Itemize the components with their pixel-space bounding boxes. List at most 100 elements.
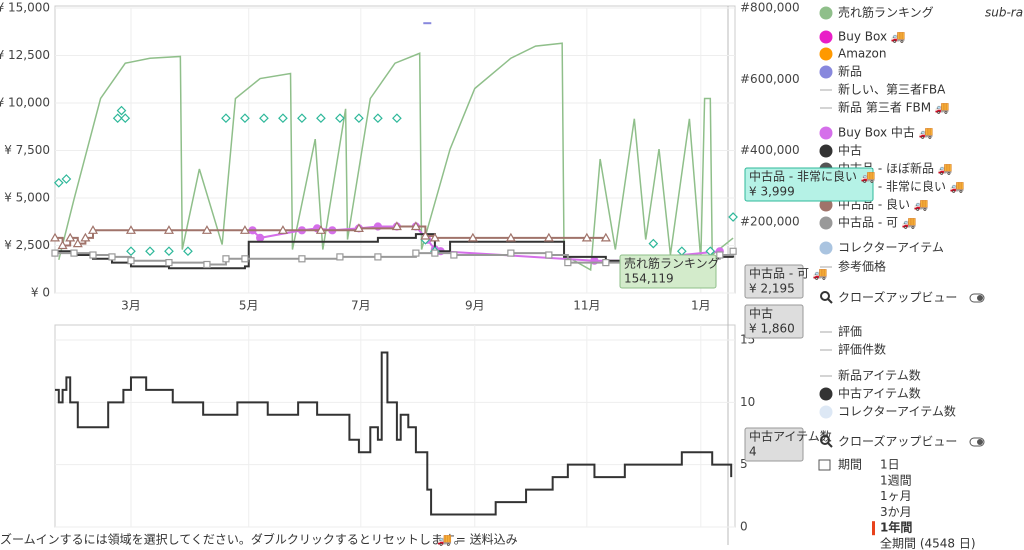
point bbox=[108, 253, 116, 261]
x-tick-label: 5月 bbox=[239, 299, 259, 313]
legend-swatch bbox=[819, 198, 833, 212]
point bbox=[80, 232, 91, 242]
tooltip-title: 中古品 - 可 🚚 bbox=[749, 266, 828, 281]
legend-label[interactable]: コレクターアイテム数 bbox=[838, 404, 956, 419]
selected-bar bbox=[872, 521, 875, 536]
point bbox=[65, 232, 76, 242]
legend-label[interactable]: 新品 bbox=[838, 64, 862, 79]
point bbox=[70, 249, 78, 257]
point bbox=[89, 251, 97, 259]
legend-swatch bbox=[819, 47, 833, 61]
point bbox=[126, 246, 136, 257]
point bbox=[53, 177, 64, 188]
y2-tick-label: #400,000 bbox=[740, 143, 800, 157]
y2-tick-label: #600,000 bbox=[740, 72, 800, 86]
y-tick-label: ¥ 7,500 bbox=[4, 143, 50, 157]
tooltip-value: ¥ 2,195 bbox=[749, 282, 795, 296]
legend-label[interactable]: 中古アイテム数 bbox=[838, 386, 921, 401]
magnifier bbox=[827, 298, 833, 304]
tooltip bbox=[619, 254, 717, 289]
tooltip bbox=[744, 167, 874, 202]
y-tick-label: 5 bbox=[740, 457, 748, 471]
point bbox=[728, 212, 738, 222]
legend-swatch bbox=[819, 216, 833, 230]
point bbox=[163, 225, 174, 234]
y-tick-label: ¥ 2,500 bbox=[4, 238, 50, 252]
tooltip-value: 4 bbox=[749, 445, 757, 459]
point bbox=[297, 113, 307, 124]
point bbox=[61, 174, 72, 184]
point bbox=[450, 251, 458, 259]
legend-label[interactable]: Buy Box 中古 🚚 bbox=[838, 125, 934, 140]
period-option[interactable]: 1年間 bbox=[880, 520, 912, 535]
point bbox=[222, 255, 230, 263]
y2-tick-label: #800,000 bbox=[740, 1, 800, 15]
point bbox=[49, 232, 61, 242]
legend-label[interactable]: 新品 第三者 FBM 🚚 bbox=[838, 100, 950, 115]
legend-label[interactable]: 評価件数 bbox=[838, 342, 886, 357]
tooltip-title: 中古 bbox=[749, 306, 773, 321]
series-line bbox=[58, 42, 734, 272]
legend-swatch bbox=[819, 405, 833, 419]
point bbox=[420, 230, 431, 240]
tooltip bbox=[744, 304, 804, 339]
point bbox=[505, 232, 516, 242]
legend-label[interactable]: 中古品 - 可 🚚 bbox=[838, 215, 917, 230]
tooltip-value: ¥ 3,999 bbox=[749, 185, 795, 199]
point bbox=[336, 253, 344, 261]
period-option[interactable]: 3か月 bbox=[880, 505, 912, 519]
legend-label[interactable]: 新しい、第三者FBA bbox=[838, 82, 946, 97]
tooltip-title: 中古アイテム数 bbox=[749, 429, 832, 444]
point bbox=[57, 240, 68, 250]
point bbox=[581, 232, 592, 242]
point bbox=[335, 113, 345, 124]
legend-label[interactable]: クローズアップビュー bbox=[838, 290, 957, 305]
point bbox=[716, 251, 724, 259]
y-tick-label: 10 bbox=[740, 395, 755, 409]
point bbox=[729, 247, 737, 255]
x-tick-label: 9月 bbox=[465, 299, 485, 313]
point bbox=[373, 113, 383, 124]
legend-label[interactable]: 新品アイテム数 bbox=[838, 368, 921, 383]
point bbox=[164, 246, 174, 257]
tooltip-value: 154,119 bbox=[624, 272, 674, 286]
point bbox=[240, 113, 250, 124]
point bbox=[165, 259, 173, 267]
y-tick-label: ¥ 5,000 bbox=[4, 191, 50, 205]
point bbox=[120, 113, 131, 124]
point bbox=[507, 249, 515, 257]
y-tick-label: ¥ 0 bbox=[31, 286, 50, 300]
point bbox=[241, 255, 249, 263]
point bbox=[467, 232, 478, 242]
legend-label[interactable]: Amazon bbox=[838, 47, 887, 61]
legend-label[interactable]: 評価 bbox=[838, 324, 862, 339]
point bbox=[354, 113, 364, 124]
x-tick-label: 11月 bbox=[573, 299, 600, 313]
footer-hint: ズームインするには領域を選択してください。ダブルクリックするとリセットします。 bbox=[0, 532, 466, 547]
period-option[interactable]: 1週間 bbox=[880, 473, 912, 487]
period-option[interactable]: 1ヶ月 bbox=[880, 489, 912, 503]
point bbox=[391, 221, 402, 231]
period-option[interactable]: 1日 bbox=[880, 458, 900, 472]
point bbox=[392, 113, 402, 124]
y-tick-label: ¥ 10,000 bbox=[0, 96, 50, 110]
point bbox=[600, 232, 611, 242]
legend-swatch bbox=[819, 65, 833, 79]
tooltip-title: 売れ筋ランキング bbox=[624, 256, 720, 271]
tooltip bbox=[744, 427, 804, 462]
legend-label[interactable]: 参考価格 bbox=[838, 259, 886, 274]
legend-label[interactable]: Buy Box 🚚 bbox=[838, 30, 906, 44]
legend-label[interactable]: クローズアップビュー bbox=[838, 434, 957, 449]
legend-label[interactable]: 中古 bbox=[838, 143, 862, 158]
legend-label[interactable]: コレクターアイテム bbox=[838, 241, 944, 255]
x-tick-label: 1月 bbox=[691, 299, 711, 313]
point bbox=[145, 246, 155, 257]
point bbox=[203, 260, 211, 269]
point bbox=[125, 225, 137, 234]
point bbox=[277, 225, 288, 234]
point bbox=[256, 233, 265, 242]
legend-label[interactable]: 売れ筋ランキング bbox=[838, 5, 934, 20]
point bbox=[116, 105, 127, 116]
period-option[interactable]: 全期間 (4548 日) bbox=[880, 536, 976, 550]
tooltip-title: 中古品 - 非常に良い 🚚 bbox=[749, 169, 876, 184]
